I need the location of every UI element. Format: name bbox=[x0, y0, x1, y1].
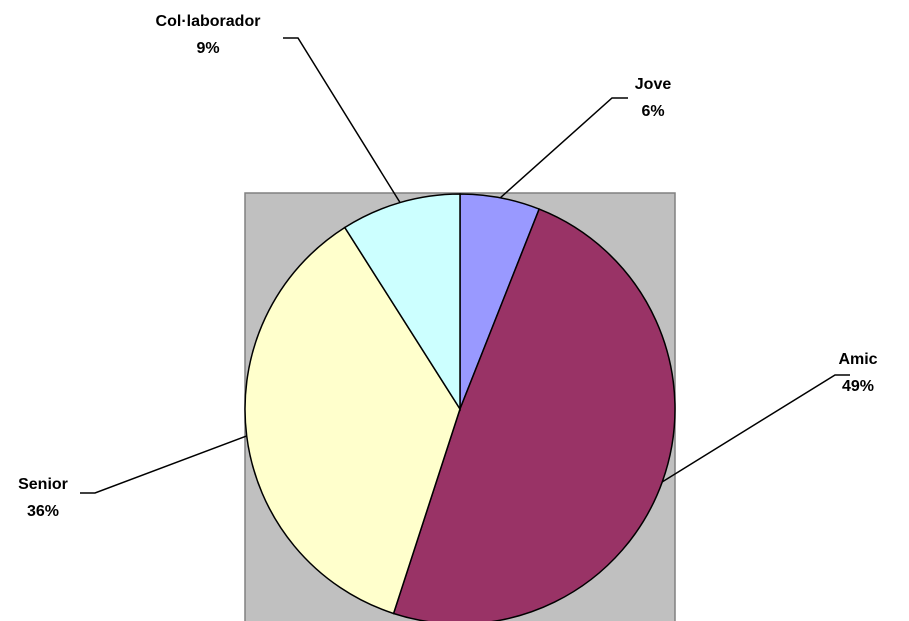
leader-line bbox=[661, 374, 850, 483]
pie-slice bbox=[392, 208, 676, 621]
leader-line bbox=[283, 37, 401, 203]
slice-value-label: 9% bbox=[196, 40, 219, 57]
leader-line bbox=[80, 435, 247, 494]
slice-value-label: 6% bbox=[641, 103, 664, 120]
slice-label: Amic bbox=[838, 351, 877, 368]
leader-line bbox=[499, 97, 628, 199]
slice-label: Senior bbox=[18, 476, 68, 493]
slice-value-label: 49% bbox=[842, 378, 874, 395]
slice-label: Jove bbox=[635, 76, 672, 93]
slice-value-label: 36% bbox=[27, 503, 59, 520]
slice-label: Col·laborador bbox=[156, 13, 261, 30]
